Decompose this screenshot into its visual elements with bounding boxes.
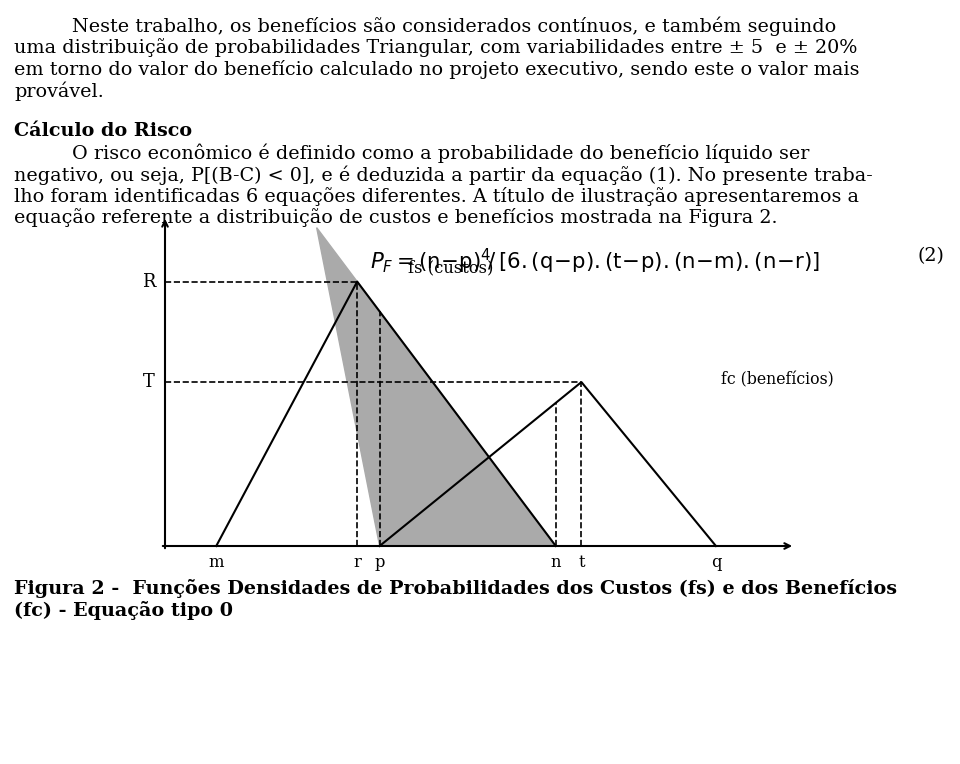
Text: uma distribuição de probabilidades Triangular, com variabilidades entre ± 5  e ±: uma distribuição de probabilidades Trian… xyxy=(14,38,857,57)
Text: (fc) - Equação tipo 0: (fc) - Equação tipo 0 xyxy=(14,601,233,620)
Text: fc (benefícios): fc (benefícios) xyxy=(721,371,833,389)
Text: O risco econômico é definido como a probabilidade do benefício líquido ser: O risco econômico é definido como a prob… xyxy=(72,144,809,163)
Text: em torno do valor do benefício calculado no projeto executivo, sendo este o valo: em torno do valor do benefício calculado… xyxy=(14,60,859,79)
Text: (2): (2) xyxy=(917,247,944,265)
Text: n: n xyxy=(550,554,561,571)
Text: t: t xyxy=(578,554,585,571)
Text: T: T xyxy=(143,373,155,391)
Polygon shape xyxy=(317,228,556,546)
Text: $P_F = \mathrm{(n\!-\!p)^4\!/\,[6.(q\!-\!p).(t\!-\!p).(n\!-\!m).(n\!-\!r)]}$: $P_F = \mathrm{(n\!-\!p)^4\!/\,[6.(q\!-\… xyxy=(370,247,820,277)
Text: q: q xyxy=(710,554,721,571)
Text: fs (custos): fs (custos) xyxy=(408,260,493,277)
Text: R: R xyxy=(142,273,155,290)
Text: Figura 2 -  Funções Densidades de Probabilidades dos Custos (fs) e dos Benefício: Figura 2 - Funções Densidades de Probabi… xyxy=(14,579,897,598)
Text: lho foram identificadas 6 equações diferentes. A título de ilustração apresentar: lho foram identificadas 6 equações difer… xyxy=(14,187,859,206)
Text: p: p xyxy=(374,554,385,571)
Text: Neste trabalho, os benefícios são considerados contínuos, e também seguindo: Neste trabalho, os benefícios são consid… xyxy=(72,17,836,37)
Text: m: m xyxy=(208,554,224,571)
Text: equação referente a distribuição de custos e benefícios mostrada na Figura 2.: equação referente a distribuição de cust… xyxy=(14,209,778,228)
Text: Cálculo do Risco: Cálculo do Risco xyxy=(14,122,192,141)
Text: negativo, ou seja, P[(B-C) < 0], e é deduzida a partir da equação (1). No presen: negativo, ou seja, P[(B-C) < 0], e é ded… xyxy=(14,165,873,185)
Text: provável.: provável. xyxy=(14,82,104,101)
Text: r: r xyxy=(353,554,361,571)
